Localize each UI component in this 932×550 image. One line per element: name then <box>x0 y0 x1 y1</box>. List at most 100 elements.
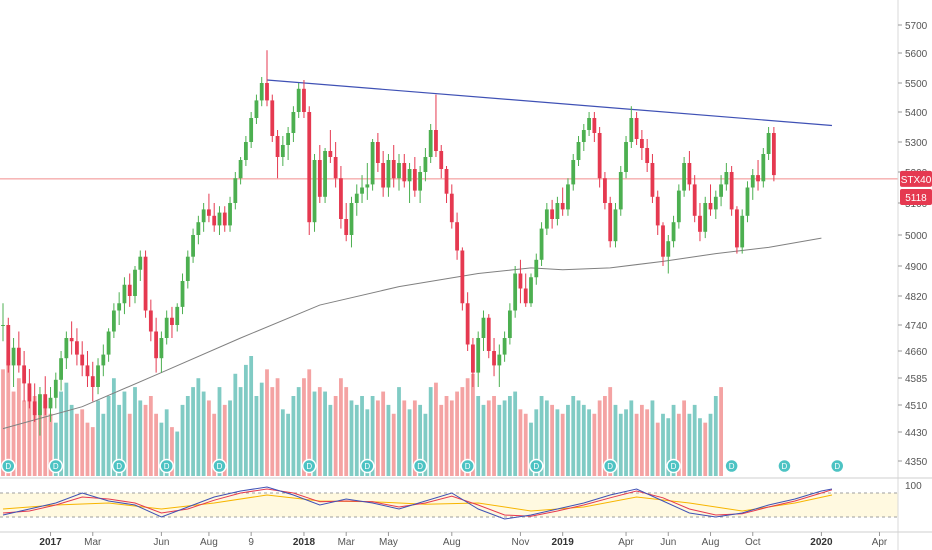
candle-body <box>576 142 581 160</box>
volume-bar <box>544 400 549 476</box>
volume-bar <box>307 369 312 476</box>
volume-bar <box>539 396 544 476</box>
volume-bar <box>138 400 143 476</box>
candle-body <box>286 133 291 145</box>
candle-body <box>692 184 697 216</box>
time-tick-label: 2019 <box>552 537 575 548</box>
volume-bar <box>365 409 370 476</box>
candle-body <box>317 160 322 197</box>
candle-body <box>555 203 560 219</box>
candle-body <box>80 354 85 366</box>
candle-body <box>90 376 95 387</box>
candle-body <box>698 215 702 232</box>
volume-bar <box>370 396 375 476</box>
candle-body <box>280 145 285 157</box>
candle-body <box>265 83 269 101</box>
osc-tick-label: 100 <box>905 481 922 492</box>
dividend-marker-letter: D <box>417 462 423 471</box>
candle-body <box>624 142 628 172</box>
volume-bar <box>96 400 100 476</box>
candle-body <box>418 172 423 191</box>
volume-bar <box>576 400 581 476</box>
candle-body <box>323 151 327 197</box>
candle-body <box>618 172 623 210</box>
volume-bar <box>159 422 164 476</box>
volume-bar <box>671 404 676 476</box>
volume-bar <box>328 404 333 476</box>
volume-bar <box>412 400 417 476</box>
candle-body <box>333 157 338 179</box>
candle-body <box>423 157 428 172</box>
candle-body <box>85 365 90 377</box>
candle-body <box>164 317 169 338</box>
volume-bar <box>243 364 248 476</box>
volume-bar <box>111 378 116 476</box>
candle-body <box>523 288 528 304</box>
candle-body <box>6 325 11 366</box>
last-price-badge <box>900 189 932 205</box>
volume-bar <box>513 391 518 476</box>
volume-bar <box>354 404 359 476</box>
volume-bar <box>497 404 502 476</box>
dividend-marker-letter: D <box>164 462 170 471</box>
volume-bar <box>613 404 618 476</box>
volume-bar <box>38 409 42 476</box>
volume-bar <box>682 400 687 476</box>
candle-body <box>212 215 217 226</box>
candle-body <box>550 209 555 219</box>
volume-bar <box>661 413 665 476</box>
candle-body <box>175 306 180 325</box>
candle-body <box>22 365 27 384</box>
volume-bar <box>170 427 174 476</box>
candle-body <box>592 118 597 133</box>
volume-bar <box>80 409 85 476</box>
dividend-marker <box>829 458 845 474</box>
volume-bar <box>185 396 190 476</box>
candle-body <box>38 394 42 416</box>
candle-body <box>312 160 317 223</box>
volume-bar <box>101 413 106 476</box>
candle-body <box>497 354 502 366</box>
price-tick-label: 4585 <box>905 374 928 385</box>
volume-bar <box>59 391 63 476</box>
volume-bar <box>492 396 496 476</box>
candle-body <box>687 163 692 185</box>
dividend-marker-letter: D <box>607 462 613 471</box>
candle-body <box>655 196 660 226</box>
candle-body <box>217 212 222 226</box>
volume-bar <box>249 356 254 476</box>
trendline[interactable] <box>266 79 833 127</box>
candle-body <box>544 209 549 229</box>
volume-bar <box>597 400 602 476</box>
candle-body <box>460 250 465 304</box>
candle-body <box>191 235 195 257</box>
candle-body <box>587 118 591 130</box>
volume-bar <box>566 404 570 476</box>
volume-bar <box>460 387 465 476</box>
volume-bar <box>48 413 53 476</box>
candle-body <box>143 256 148 311</box>
volume-bar <box>587 409 591 476</box>
volume-bar <box>32 396 37 476</box>
candle-body <box>138 256 143 270</box>
candle-body <box>375 142 380 163</box>
price-tick-label: 5000 <box>905 231 928 242</box>
volume-bar <box>639 404 644 476</box>
candle-body <box>560 203 565 210</box>
volume-bar <box>69 404 74 476</box>
volume-bar <box>407 409 412 476</box>
volume-bar <box>439 404 444 476</box>
price-tick-label: 5500 <box>905 79 928 90</box>
time-tick-label: 2017 <box>39 537 62 548</box>
candle-body <box>428 130 433 157</box>
dividend-marker-letter: D <box>364 462 370 471</box>
candle-body <box>634 118 639 139</box>
time-tick-label: May <box>379 537 398 548</box>
volume-bar <box>143 404 148 476</box>
volume-bar <box>75 413 79 476</box>
candle-body <box>75 341 79 355</box>
candle-body <box>581 130 586 142</box>
candle-body <box>27 383 32 402</box>
dividend-marker <box>602 458 618 474</box>
